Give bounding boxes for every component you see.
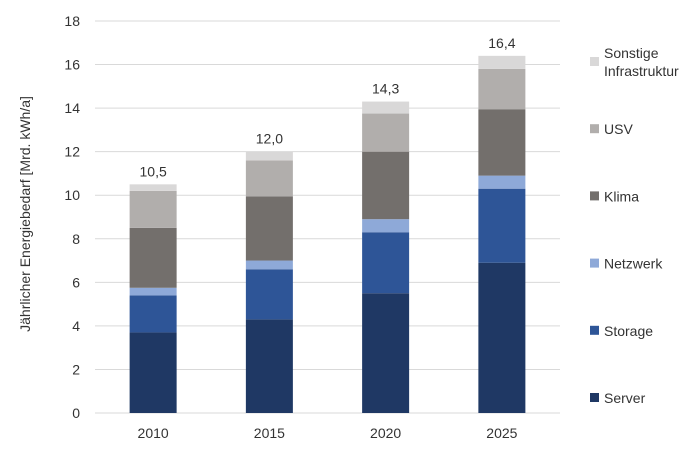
bar-segment-klima-2020 — [362, 151, 410, 220]
y-tick-labels: 0 2 4 6 8 10 12 14 16 18 — [64, 13, 80, 421]
bar-segment-klima-2015 — [245, 196, 293, 261]
bar-segment-server-2020 — [362, 293, 410, 413]
legend-label-line: Infrastruktur — [604, 63, 679, 79]
y-tick-label: 16 — [64, 57, 80, 73]
bar-segment-usv-2020 — [362, 113, 410, 152]
y-tick-label: 0 — [72, 405, 80, 421]
total-labels: 10,5 12,0 14,3 16,4 — [140, 35, 516, 179]
legend-swatch-storage — [590, 325, 599, 335]
bar-segment-usv-2025 — [478, 68, 526, 110]
legend-label-server: Server — [604, 390, 646, 406]
legend-label-sonstige-infrastruktur: Sonstige Infrastruktur — [604, 45, 679, 79]
x-tick-labels: 2010 2015 2020 2025 — [138, 425, 518, 441]
bar-segment-storage-2015 — [245, 269, 293, 320]
legend-label-line: Storage — [604, 323, 653, 339]
bar-segment-netzwerk-2020 — [362, 219, 410, 233]
bar-segment-klima-2025 — [478, 109, 526, 176]
bar-segment-netzwerk-2025 — [478, 175, 526, 189]
bar-segment-sonstige-infrastruktur-2020 — [362, 101, 410, 114]
y-tick-label: 14 — [64, 100, 80, 116]
total-label: 14,3 — [372, 81, 399, 97]
x-tick-label: 2010 — [138, 425, 169, 441]
total-label: 16,4 — [488, 35, 515, 51]
bar-segment-storage-2025 — [478, 188, 526, 263]
y-tick-label: 6 — [72, 274, 80, 290]
y-tick-label: 18 — [64, 13, 80, 29]
legend-label-line: Server — [604, 390, 646, 406]
x-tick-label: 2020 — [370, 425, 401, 441]
bar-segment-server-2010 — [129, 332, 177, 413]
legend-swatch-sonstige-infrastruktur — [590, 57, 599, 66]
total-label: 12,0 — [256, 131, 283, 147]
y-tick-label: 12 — [64, 144, 80, 160]
bar-segment-usv-2015 — [245, 160, 293, 197]
y-tick-label: 2 — [72, 361, 80, 377]
bar-segment-storage-2020 — [362, 232, 410, 294]
x-tick-label: 2025 — [486, 425, 517, 441]
legend-label-netzwerk: Netzwerk — [604, 256, 663, 272]
legend-label-storage: Storage — [604, 323, 653, 339]
bar-segment-klima-2010 — [129, 227, 177, 288]
y-axis-label: Jährlicher Energiebedarf [Mrd. kWh/a] — [17, 96, 33, 332]
bar-segment-server-2025 — [478, 262, 526, 413]
bars — [129, 55, 526, 413]
y-tick-label: 8 — [72, 231, 80, 247]
legend: Server Storage Netzwerk Klima USV Sonstige Inf… — [590, 45, 679, 406]
bar-segment-netzwerk-2015 — [245, 260, 293, 270]
legend-label-klima: Klima — [604, 188, 639, 204]
y-tick-label: 4 — [72, 318, 80, 334]
legend-label-line: Sonstige — [604, 45, 659, 61]
bar-segment-server-2015 — [245, 319, 293, 413]
bar-segment-sonstige-infrastruktur-2010 — [129, 184, 177, 191]
x-tick-label: 2015 — [254, 425, 285, 441]
total-label: 10,5 — [140, 163, 167, 179]
bar-segment-usv-2010 — [129, 190, 177, 228]
bar-segment-storage-2010 — [129, 295, 177, 333]
legend-label-line: Klima — [604, 188, 639, 204]
legend-swatch-netzwerk — [590, 258, 599, 268]
bar-segment-sonstige-infrastruktur-2025 — [478, 55, 526, 69]
legend-label-line: Netzwerk — [604, 256, 663, 272]
legend-label-usv: USV — [604, 121, 633, 137]
bar-segment-sonstige-infrastruktur-2015 — [245, 151, 293, 161]
legend-label-line: USV — [604, 121, 633, 137]
y-tick-label: 10 — [64, 187, 80, 203]
bar-segment-netzwerk-2010 — [129, 287, 177, 296]
legend-swatch-server — [590, 393, 599, 402]
legend-swatch-usv — [590, 124, 599, 134]
legend-swatch-klima — [590, 191, 599, 201]
